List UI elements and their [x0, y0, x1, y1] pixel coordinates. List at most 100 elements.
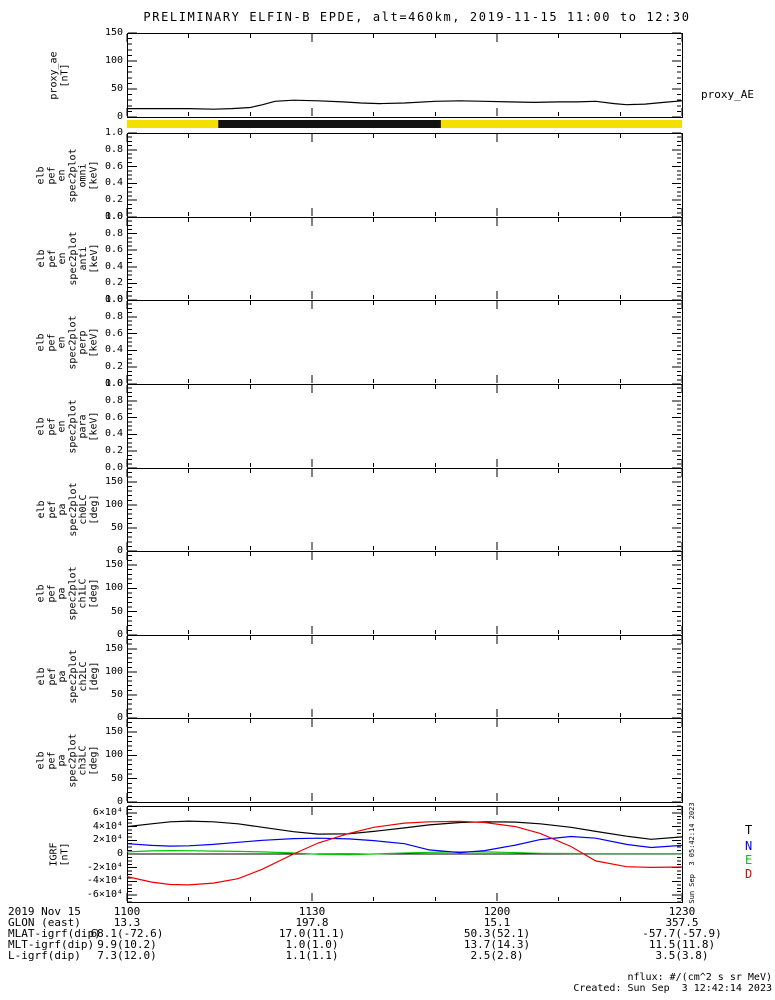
y-tick-label: 150: [104, 27, 123, 38]
y-tick-label: 0.0: [104, 211, 123, 222]
panel-proxy_ae-frame: [127, 33, 683, 118]
y-tick-label: 0.4: [104, 177, 123, 189]
table-cell: 1.1(1.1): [285, 949, 339, 962]
side-timestamp: Sun Sep 3 05:42:14 2023: [688, 802, 696, 904]
y-tick-label: 0.4: [104, 344, 123, 356]
table-cell: 13.3: [113, 916, 141, 929]
y-tick-label: -6×10⁴: [86, 889, 123, 901]
panel-en_anti-frame: [127, 217, 683, 301]
y-tick-label: 100: [104, 582, 123, 594]
y-tick-label: 100: [104, 749, 123, 761]
y-tick-label: -2×10⁴: [86, 861, 123, 873]
y-tick-label: 150: [104, 559, 123, 570]
table-cell: 17.0(11.1): [278, 927, 346, 940]
y-tick-label: 0.6: [104, 160, 123, 172]
legend-D: D: [745, 867, 753, 881]
y-tick-label: 6×10⁴: [92, 806, 123, 818]
panel-igrf-frame: [127, 806, 683, 903]
legend-E: E: [745, 853, 753, 867]
table-row-label-lshell: L-igrf(dip): [8, 949, 81, 962]
table-cell: -57.7(-57.9): [642, 927, 722, 940]
table-cell: 197.8: [295, 916, 329, 929]
legend-T: T: [745, 823, 753, 837]
plot-title: PRELIMINARY ELFIN-B EPDE, alt=460km, 201…: [143, 10, 691, 24]
table-cell: 9.9(10.2): [97, 938, 157, 951]
flux-units-note: nflux: #/(cm^2 s sr MeV): [627, 972, 773, 983]
y-tick-label: 0: [116, 111, 123, 122]
panel-en_perp-frame: [127, 300, 683, 385]
y-tick-label: 0: [116, 629, 123, 640]
y-tick-label: 0.2: [104, 361, 123, 373]
status-bar-segment: [218, 120, 441, 128]
table-cell: 357.5: [665, 916, 699, 929]
y-tick-label: 0.2: [104, 445, 123, 457]
y-tick-label: 1.0: [104, 378, 123, 389]
table-cell: 50.3(52.1): [463, 927, 531, 940]
table-cell: 15.1: [483, 916, 511, 929]
y-tick-label: 0.2: [104, 194, 123, 206]
y-tick-label: 0: [116, 796, 123, 807]
y-tick-label: 0.0: [104, 378, 123, 389]
y-tick-label: 0.8: [104, 394, 123, 406]
igrf-series-T: [126, 820, 683, 840]
table-cell: 1200: [483, 905, 511, 918]
y-tick-label: 100: [104, 498, 123, 510]
y-tick-label: 150: [104, 475, 123, 487]
panel-pa_ch1lc-frame: [127, 551, 683, 636]
table-cell: 1130: [298, 905, 326, 918]
table-row-label-mlat: MLAT-igrf(dip): [8, 927, 101, 940]
y-tick-label: 50: [110, 605, 123, 617]
panel-pa_ch0lc-frame: [127, 468, 683, 552]
y-tick-label: 0: [116, 848, 123, 859]
y-tick-label: 0.2: [104, 277, 123, 289]
panel-en_omni-frame: [127, 133, 683, 218]
table-cell: 3.5(3.8): [655, 949, 709, 962]
y-tick-label: 150: [104, 642, 123, 654]
panel-pa_ch2lc-frame: [127, 635, 683, 719]
igrf-series-N: [126, 835, 683, 854]
table-row-label-date: 2019 Nov 15: [8, 905, 81, 918]
proxy-ae-trace: [127, 99, 683, 110]
y-tick-label: 1.0: [104, 127, 123, 138]
y-tick-label: 4×10⁴: [92, 820, 123, 832]
y-tick-label: 150: [104, 726, 123, 737]
table-row-label-glon: GLON (east): [8, 916, 81, 929]
y-tick-label: 50: [110, 772, 123, 784]
igrf-series-D: [126, 820, 683, 886]
y-tick-label: 0: [116, 712, 123, 723]
table-row-label-mlt: MLT-igrf(dip): [8, 938, 95, 951]
y-tick-label: 0.4: [104, 428, 123, 440]
y-tick-label: 0.4: [104, 260, 123, 272]
y-tick-label: 0.8: [104, 227, 123, 239]
panel-en_para-frame: [127, 384, 683, 469]
table-cell: 11.5(11.8): [648, 938, 716, 951]
table-cell: 13.7(14.3): [463, 938, 531, 951]
y-tick-label: 0.6: [104, 327, 123, 339]
proxy-ae-right-label: proxy_AE: [701, 88, 754, 101]
y-tick-label: -4×10⁴: [86, 875, 123, 887]
panel-pa_ch3lc-frame: [127, 718, 683, 803]
table-cell: 1230: [668, 905, 696, 918]
y-tick-label: 2×10⁴: [92, 834, 123, 846]
y-tick-label: 0: [116, 545, 123, 556]
y-tick-label: 0.0: [104, 462, 123, 473]
y-tick-label: 50: [110, 688, 123, 700]
y-tick-label: 1.0: [104, 294, 123, 305]
y-tick-label: 0.8: [104, 143, 123, 155]
legend-N: N: [745, 839, 753, 853]
y-tick-label: 0.0: [104, 294, 123, 305]
y-tick-label: 1.0: [104, 211, 123, 222]
table-cell: 1.0(1.0): [285, 938, 339, 951]
table-cell: 2.5(2.8): [470, 949, 524, 962]
y-tick-label: 100: [104, 665, 123, 677]
y-tick-label: 50: [110, 83, 123, 94]
y-tick-label: 100: [104, 55, 123, 66]
y-tick-label: 0.8: [104, 310, 123, 322]
table-cell: 1100: [113, 905, 141, 918]
table-cell: 7.3(12.0): [97, 949, 157, 962]
y-tick-label: 50: [110, 521, 123, 533]
y-tick-label: 0.6: [104, 411, 123, 423]
panel-proxy_ae-axis-label: proxy_ae [nT]: [48, 50, 71, 100]
